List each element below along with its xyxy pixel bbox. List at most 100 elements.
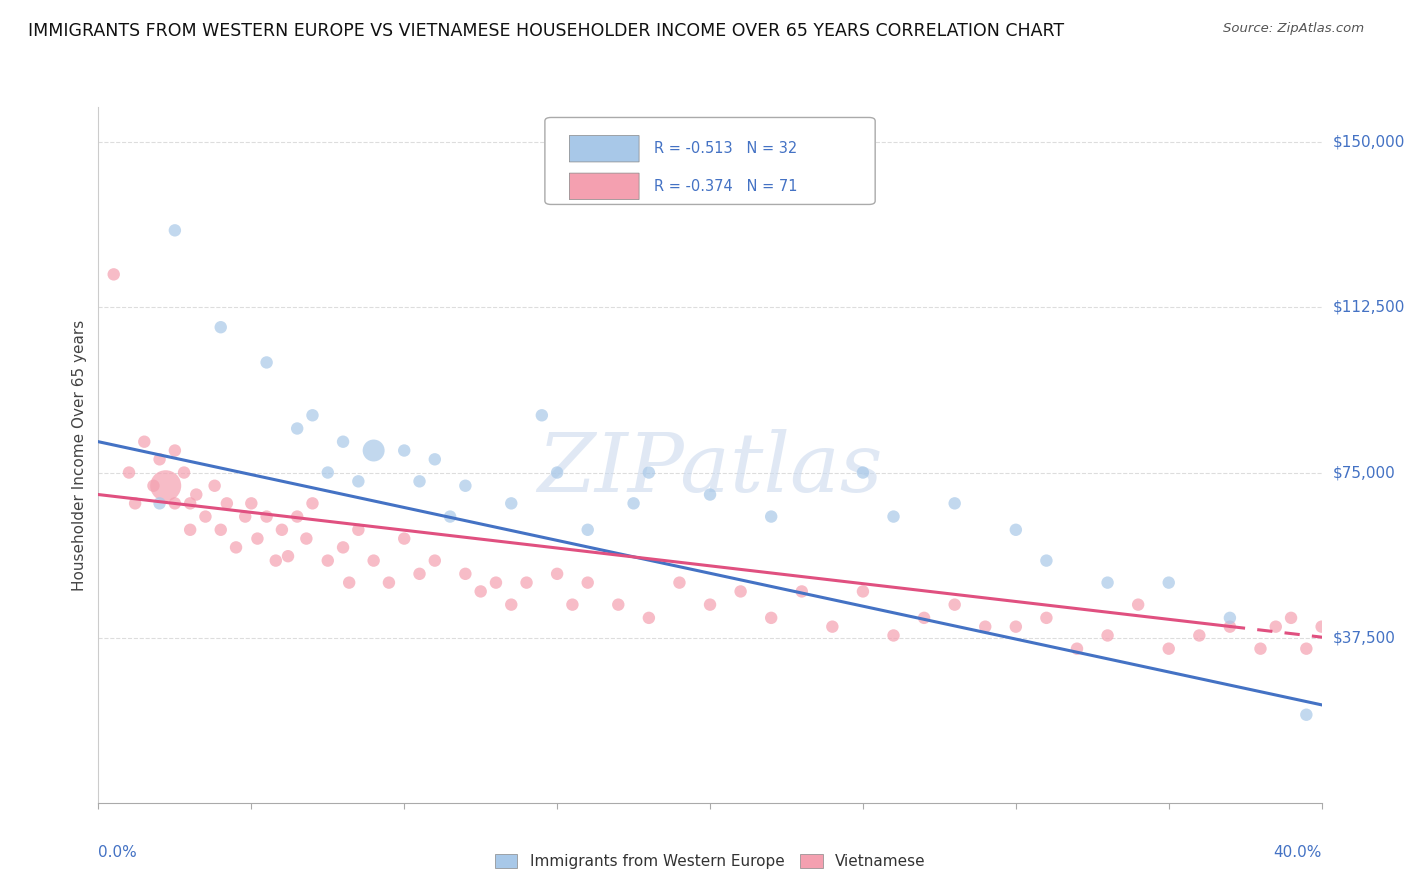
- Point: [408, 566, 430, 581]
- Point: [759, 611, 782, 625]
- Point: [454, 566, 477, 581]
- Point: [637, 611, 661, 625]
- Point: [363, 443, 385, 458]
- Point: [759, 509, 782, 524]
- Point: [1264, 620, 1286, 634]
- Point: [155, 479, 177, 493]
- FancyBboxPatch shape: [569, 136, 640, 162]
- Point: [285, 509, 308, 524]
- Point: [392, 443, 416, 458]
- Point: [454, 479, 477, 493]
- Point: [179, 523, 201, 537]
- Point: [1035, 611, 1057, 625]
- Point: [637, 466, 661, 480]
- Point: [530, 409, 553, 423]
- Point: [163, 443, 186, 458]
- Point: [134, 434, 156, 449]
- Text: R = -0.374   N = 71: R = -0.374 N = 71: [654, 178, 797, 194]
- Point: [285, 421, 308, 435]
- Point: [347, 475, 370, 489]
- Point: [1295, 707, 1317, 722]
- Text: Source: ZipAtlas.com: Source: ZipAtlas.com: [1223, 22, 1364, 36]
- Point: [1249, 641, 1271, 656]
- Point: [142, 479, 165, 493]
- Point: [1295, 641, 1317, 656]
- Point: [240, 496, 263, 510]
- Point: [1157, 575, 1180, 590]
- Point: [470, 584, 492, 599]
- Point: [392, 532, 416, 546]
- Point: [316, 553, 339, 567]
- Point: [209, 523, 232, 537]
- Point: [347, 523, 370, 537]
- Y-axis label: Householder Income Over 65 years: Householder Income Over 65 years: [72, 319, 87, 591]
- FancyBboxPatch shape: [569, 173, 640, 200]
- Text: $112,500: $112,500: [1333, 300, 1405, 315]
- Point: [1219, 611, 1241, 625]
- Text: $37,500: $37,500: [1333, 630, 1396, 645]
- Point: [607, 598, 630, 612]
- Point: [337, 575, 360, 590]
- Point: [821, 620, 844, 634]
- Point: [1097, 628, 1119, 642]
- Point: [215, 496, 238, 510]
- Point: [103, 268, 125, 282]
- Point: [408, 475, 430, 489]
- Point: [852, 466, 875, 480]
- Text: 40.0%: 40.0%: [1274, 845, 1322, 860]
- Point: [256, 509, 278, 524]
- Point: [423, 452, 446, 467]
- Point: [668, 575, 690, 590]
- Point: [1157, 641, 1180, 656]
- Point: [1066, 641, 1088, 656]
- Point: [204, 479, 226, 493]
- Point: [163, 223, 186, 237]
- Point: [561, 598, 583, 612]
- Text: ZIPatlas: ZIPatlas: [537, 429, 883, 508]
- Point: [439, 509, 461, 524]
- Point: [209, 320, 232, 334]
- Point: [332, 541, 354, 555]
- Point: [576, 575, 599, 590]
- Point: [378, 575, 401, 590]
- Text: R = -0.513   N = 32: R = -0.513 N = 32: [654, 141, 797, 156]
- Point: [256, 355, 278, 369]
- Point: [118, 466, 141, 480]
- Point: [699, 598, 721, 612]
- Point: [974, 620, 997, 634]
- Point: [277, 549, 299, 564]
- Point: [730, 584, 752, 599]
- Point: [332, 434, 354, 449]
- Point: [301, 409, 323, 423]
- Point: [124, 496, 146, 510]
- Point: [501, 496, 523, 510]
- Point: [233, 509, 256, 524]
- Point: [246, 532, 269, 546]
- Point: [883, 509, 905, 524]
- Point: [883, 628, 905, 642]
- FancyBboxPatch shape: [546, 118, 875, 204]
- Point: [363, 553, 385, 567]
- Point: [149, 496, 172, 510]
- Point: [1035, 553, 1057, 567]
- Point: [485, 575, 508, 590]
- Point: [194, 509, 217, 524]
- Text: $75,000: $75,000: [1333, 465, 1396, 480]
- Point: [1128, 598, 1150, 612]
- Point: [943, 496, 966, 510]
- Point: [1219, 620, 1241, 634]
- Point: [546, 566, 568, 581]
- Point: [1188, 628, 1211, 642]
- Text: IMMIGRANTS FROM WESTERN EUROPE VS VIETNAMESE HOUSEHOLDER INCOME OVER 65 YEARS CO: IMMIGRANTS FROM WESTERN EUROPE VS VIETNA…: [28, 22, 1064, 40]
- Point: [225, 541, 247, 555]
- Point: [501, 598, 523, 612]
- Point: [546, 466, 568, 480]
- Point: [943, 598, 966, 612]
- Point: [423, 553, 446, 567]
- Point: [163, 496, 186, 510]
- Point: [699, 487, 721, 501]
- Point: [623, 496, 645, 510]
- Point: [1004, 620, 1026, 634]
- Point: [316, 466, 339, 480]
- Legend: Immigrants from Western Europe, Vietnamese: Immigrants from Western Europe, Vietname…: [488, 848, 932, 875]
